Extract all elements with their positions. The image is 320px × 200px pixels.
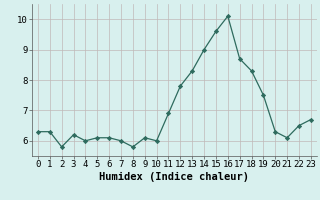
X-axis label: Humidex (Indice chaleur): Humidex (Indice chaleur)	[100, 172, 249, 182]
